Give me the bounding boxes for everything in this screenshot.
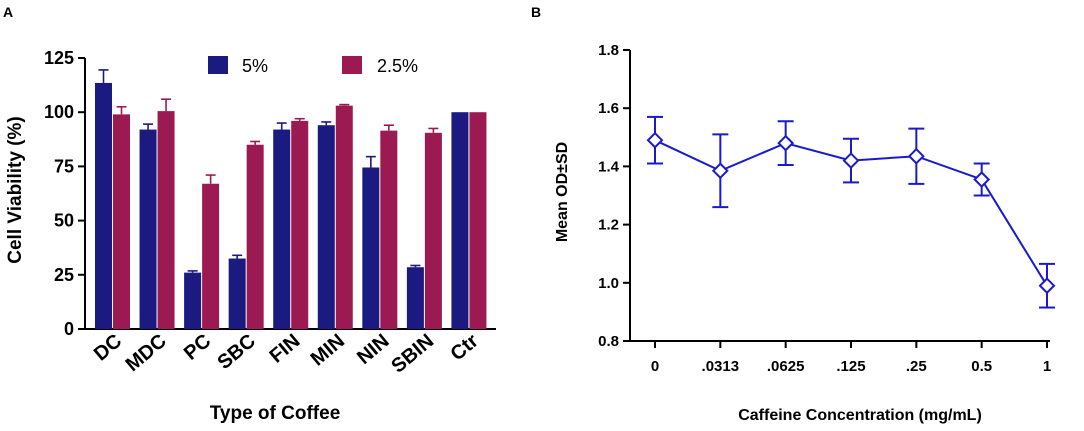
panel-a-bar-FIN-2.5% bbox=[291, 120, 309, 329]
panel-a-category-label-PC: PC bbox=[180, 330, 215, 365]
panel-b-x-tick-label-.125: .125 bbox=[836, 358, 865, 375]
panel-a-category-label-MIN: MIN bbox=[307, 330, 349, 370]
panel-a-y-tick-label-50: 50 bbox=[54, 211, 74, 231]
panel-a-y-tick-label-0: 0 bbox=[64, 319, 74, 339]
panel-b-y-tick-label-1.2: 1.2 bbox=[598, 217, 619, 234]
panel-b-point-.25 bbox=[907, 147, 925, 165]
panel-b-y-tick-label-1.4: 1.4 bbox=[598, 158, 620, 175]
panel-a-bar-MDC-5% bbox=[139, 129, 157, 329]
panel-a-category-label-FIN: FIN bbox=[266, 330, 305, 368]
panel-b-y-tick-label-0.8: 0.8 bbox=[598, 333, 619, 350]
panel-a-bar-PC-5% bbox=[184, 272, 202, 329]
panel-b-point-1 bbox=[1038, 277, 1056, 295]
panel-b-y-axis-title: Mean OD±SD bbox=[554, 142, 571, 242]
panel-a-bar-NIN-5% bbox=[362, 167, 380, 329]
panel-b-x-tick-label-.0313: .0313 bbox=[702, 358, 740, 375]
panel-a-legend-swatch-2.5% bbox=[342, 56, 362, 74]
panel-a-bar-SBIN-2.5% bbox=[424, 132, 442, 329]
panel-a-y-axis-title: Cell Viability (%) bbox=[5, 116, 26, 263]
panel-a-x-axis-title: Type of Coffee bbox=[210, 403, 341, 424]
panel-b-point-.0313 bbox=[711, 162, 729, 180]
panel-a-category-label-SBC: SBC bbox=[213, 330, 259, 374]
panel-a-category-label-Ctr: Ctr bbox=[446, 330, 482, 366]
panel-a-bar-Ctr-5% bbox=[451, 112, 469, 329]
panel-b-x-tick-label-.25: .25 bbox=[906, 358, 927, 375]
panel-b-y-tick-label-1.0: 1.0 bbox=[598, 275, 619, 292]
panel-b-x-tick-label-.0625: .0625 bbox=[767, 358, 805, 375]
panel-a-category-label-SBIN: SBIN bbox=[387, 330, 438, 378]
panel-a-legend-swatch-5% bbox=[208, 56, 228, 74]
panel-a-bar-FIN-5% bbox=[273, 129, 291, 329]
panel-a-legend-label-5%: 5% bbox=[242, 56, 268, 76]
panel-a-bar-Ctr-2.5% bbox=[469, 112, 487, 329]
panel-a-category-label-NIN: NIN bbox=[353, 330, 394, 369]
panel-a-bar-SBC-2.5% bbox=[246, 144, 264, 329]
panel-b-point-.125 bbox=[842, 152, 860, 169]
panel-b-x-tick-label-0: 0 bbox=[651, 358, 659, 375]
panel-label-b: B bbox=[531, 4, 541, 20]
panel-a-bar-NIN-2.5% bbox=[380, 130, 398, 329]
panel-b-x-axis-title: Caffeine Concentration (mg/mL) bbox=[738, 407, 982, 424]
panel-a-bar-SBC-5% bbox=[228, 258, 246, 329]
panel-label-a: A bbox=[3, 4, 13, 20]
panel-a-bar-SBIN-5% bbox=[406, 267, 424, 329]
panel-a-y-tick-label-100: 100 bbox=[44, 102, 74, 122]
panel-a-category-label-DC: DC bbox=[90, 330, 126, 365]
panel-a-category-label-MDC: MDC bbox=[122, 330, 171, 376]
panel-b-point-.0625 bbox=[777, 134, 795, 152]
panel-a-y-tick-label-75: 75 bbox=[54, 156, 74, 176]
panel-b-point-0 bbox=[646, 131, 664, 149]
panel-b-point-0.5 bbox=[973, 171, 991, 188]
panel-b-y-tick-label-1.8: 1.8 bbox=[598, 42, 619, 59]
panel-a-bar-MDC-2.5% bbox=[157, 111, 175, 329]
panel-a-y-tick-label-125: 125 bbox=[44, 48, 74, 68]
panel-a-bar-MIN-2.5% bbox=[335, 105, 353, 329]
panel-b-x-tick-label-0.5: 0.5 bbox=[971, 358, 992, 375]
panel-a-bar-MIN-5% bbox=[317, 125, 335, 329]
line-chart-panel-b: 0.8 1.0 1.2 1.4 1.6 1.8 0 .0313 .0625 .125 .25 0.5 1 bbox=[598, 42, 1056, 375]
panel-b-y-tick-label-1.6: 1.6 bbox=[598, 100, 619, 117]
panel-a-y-tick-label-25: 25 bbox=[54, 265, 74, 285]
panel-a-bar-PC-2.5% bbox=[202, 183, 220, 329]
panel-a-legend-label-2.5%: 2.5% bbox=[377, 56, 418, 76]
panel-b-x-tick-label-1: 1 bbox=[1043, 358, 1051, 375]
panel-a-bar-DC-5% bbox=[95, 82, 112, 329]
panel-a-bar-DC-2.5% bbox=[113, 114, 130, 329]
